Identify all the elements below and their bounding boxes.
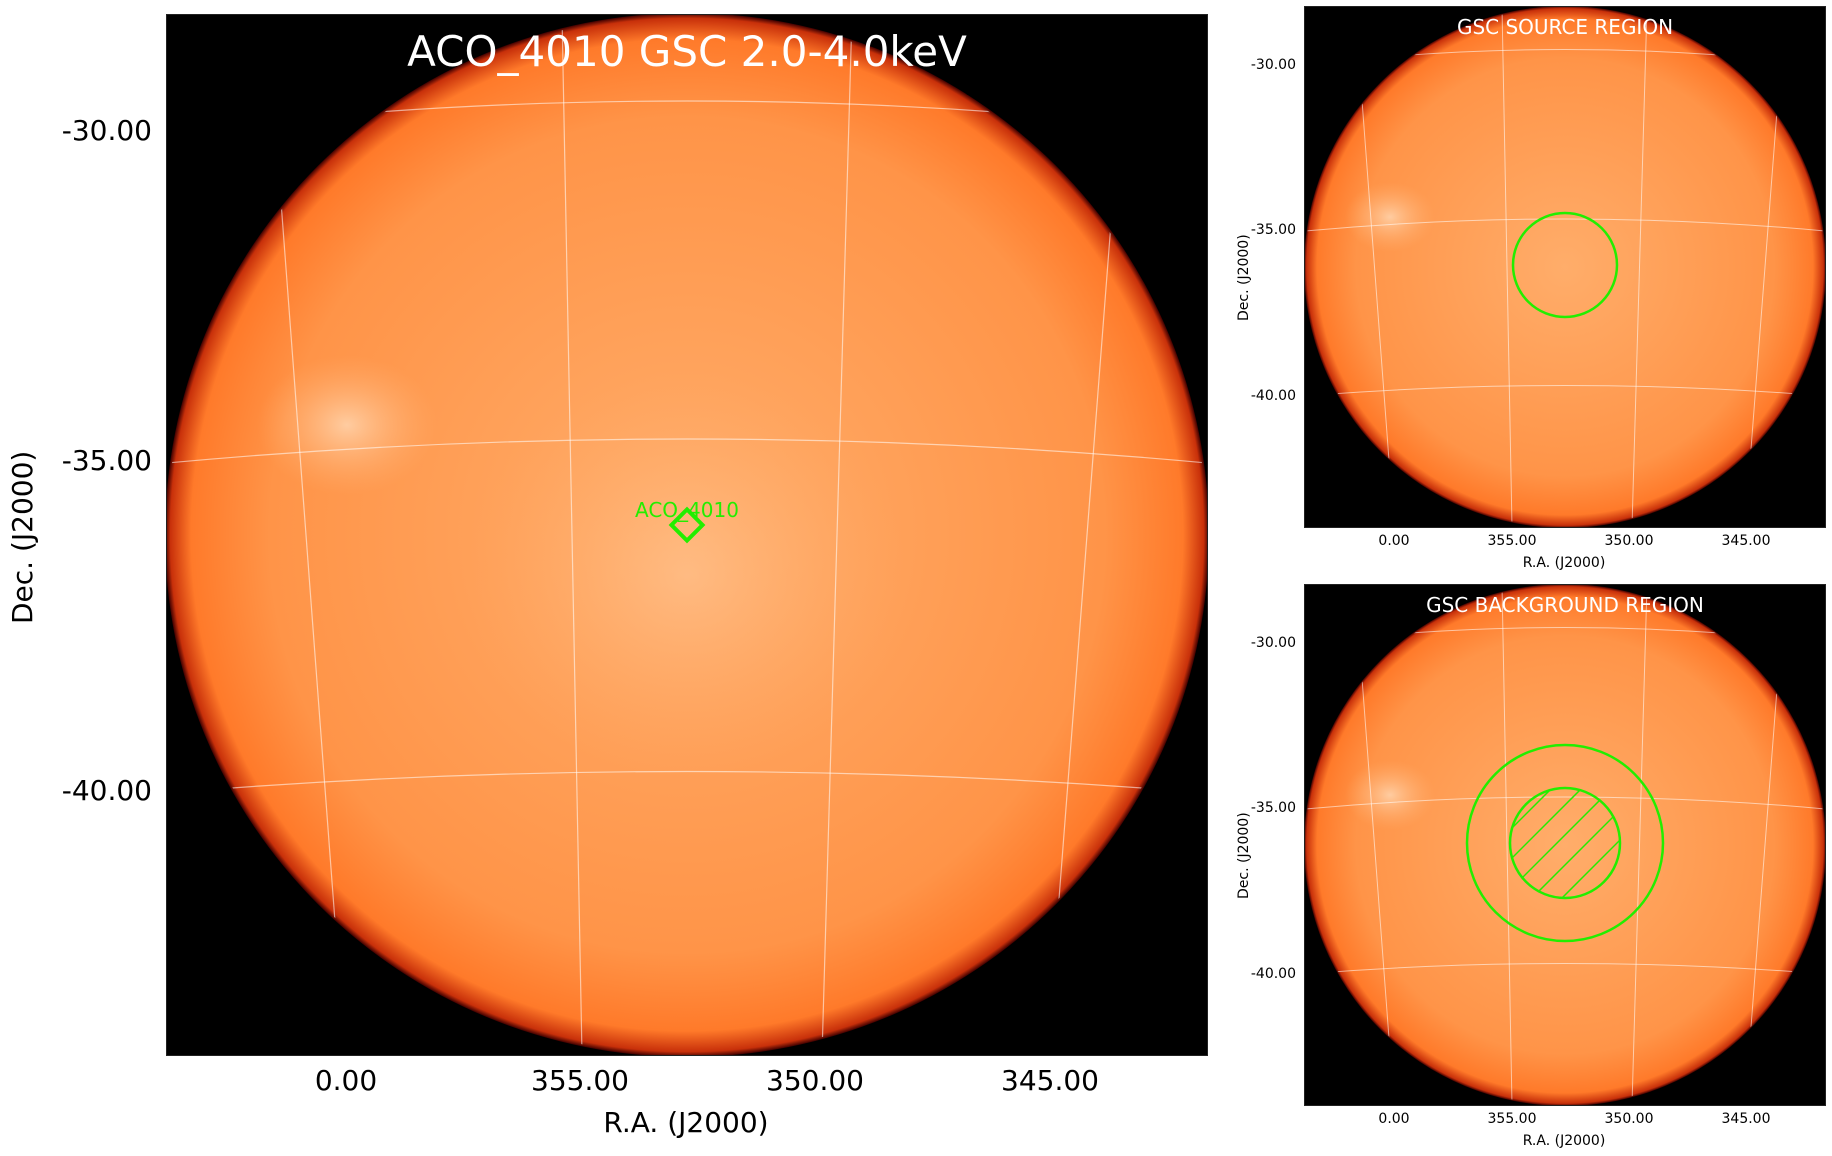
main-xtick-1: 0.00: [314, 1064, 378, 1097]
background-xtick-4: 345.00: [1721, 1111, 1771, 1127]
background-ylabel: Dec. (J2000): [1236, 812, 1252, 899]
background-xtick-3: 350.00: [1604, 1111, 1654, 1127]
source-ylabel: Dec. (J2000): [1236, 234, 1252, 321]
source-region-circle[interactable]: [1511, 211, 1619, 319]
main-ytick-2: -35.00: [61, 444, 152, 477]
source-sky-image: [1305, 7, 1825, 527]
background-annulus-inner[interactable]: [1508, 786, 1622, 900]
detector-notch: [887, 15, 1047, 95]
background-title: GSC BACKGROUND REGION: [1426, 593, 1704, 617]
background-image-frame: GSC BACKGROUND REGION: [1304, 584, 1826, 1106]
source-ytick-2: -35.00: [1250, 222, 1296, 238]
source-xtick-2: 355.00: [1487, 533, 1537, 549]
background-sky-image: [1305, 585, 1825, 1105]
source-marker-diamond[interactable]: [668, 506, 706, 544]
source-ytick-1: -30.00: [1250, 57, 1296, 73]
background-xlabel: R.A. (J2000): [1522, 1133, 1606, 1149]
main-xtick-4: 345.00: [1001, 1064, 1099, 1097]
main-sky-image: [167, 15, 1207, 1055]
source-image-frame: GSC SOURCE REGION: [1304, 6, 1826, 528]
main-ytick-3: -40.00: [61, 774, 152, 807]
background-xtick-1: 0.00: [1378, 1111, 1410, 1127]
main-ytick-1: -30.00: [61, 114, 152, 147]
background-annulus-outer[interactable]: [1465, 743, 1665, 943]
source-xtick-4: 345.00: [1721, 533, 1771, 549]
source-xlabel: R.A. (J2000): [1522, 555, 1606, 571]
main-ylabel: Dec. (J2000): [6, 450, 39, 624]
main-title: ACO_4010 GSC 2.0-4.0keV: [407, 27, 967, 76]
background-ytick-2: -35.00: [1250, 800, 1296, 816]
source-xtick-1: 0.00: [1378, 533, 1410, 549]
main-xlabel: R.A. (J2000): [603, 1106, 769, 1139]
background-ytick-1: -30.00: [1250, 635, 1296, 651]
source-ytick-3: -40.00: [1250, 388, 1296, 404]
source-title: GSC SOURCE REGION: [1456, 15, 1674, 39]
background-grid: [1305, 585, 1825, 1105]
source-xtick-3: 350.00: [1604, 533, 1654, 549]
main-image-frame: ACO_4010 ACO_4010 GSC 2.0-4.0keV: [166, 14, 1208, 1056]
main-xtick-3: 350.00: [766, 1064, 864, 1097]
background-ytick-3: -40.00: [1250, 966, 1296, 982]
marker-label: ACO_4010: [635, 498, 739, 522]
main-xtick-2: 355.00: [531, 1064, 629, 1097]
background-xtick-2: 355.00: [1487, 1111, 1537, 1127]
